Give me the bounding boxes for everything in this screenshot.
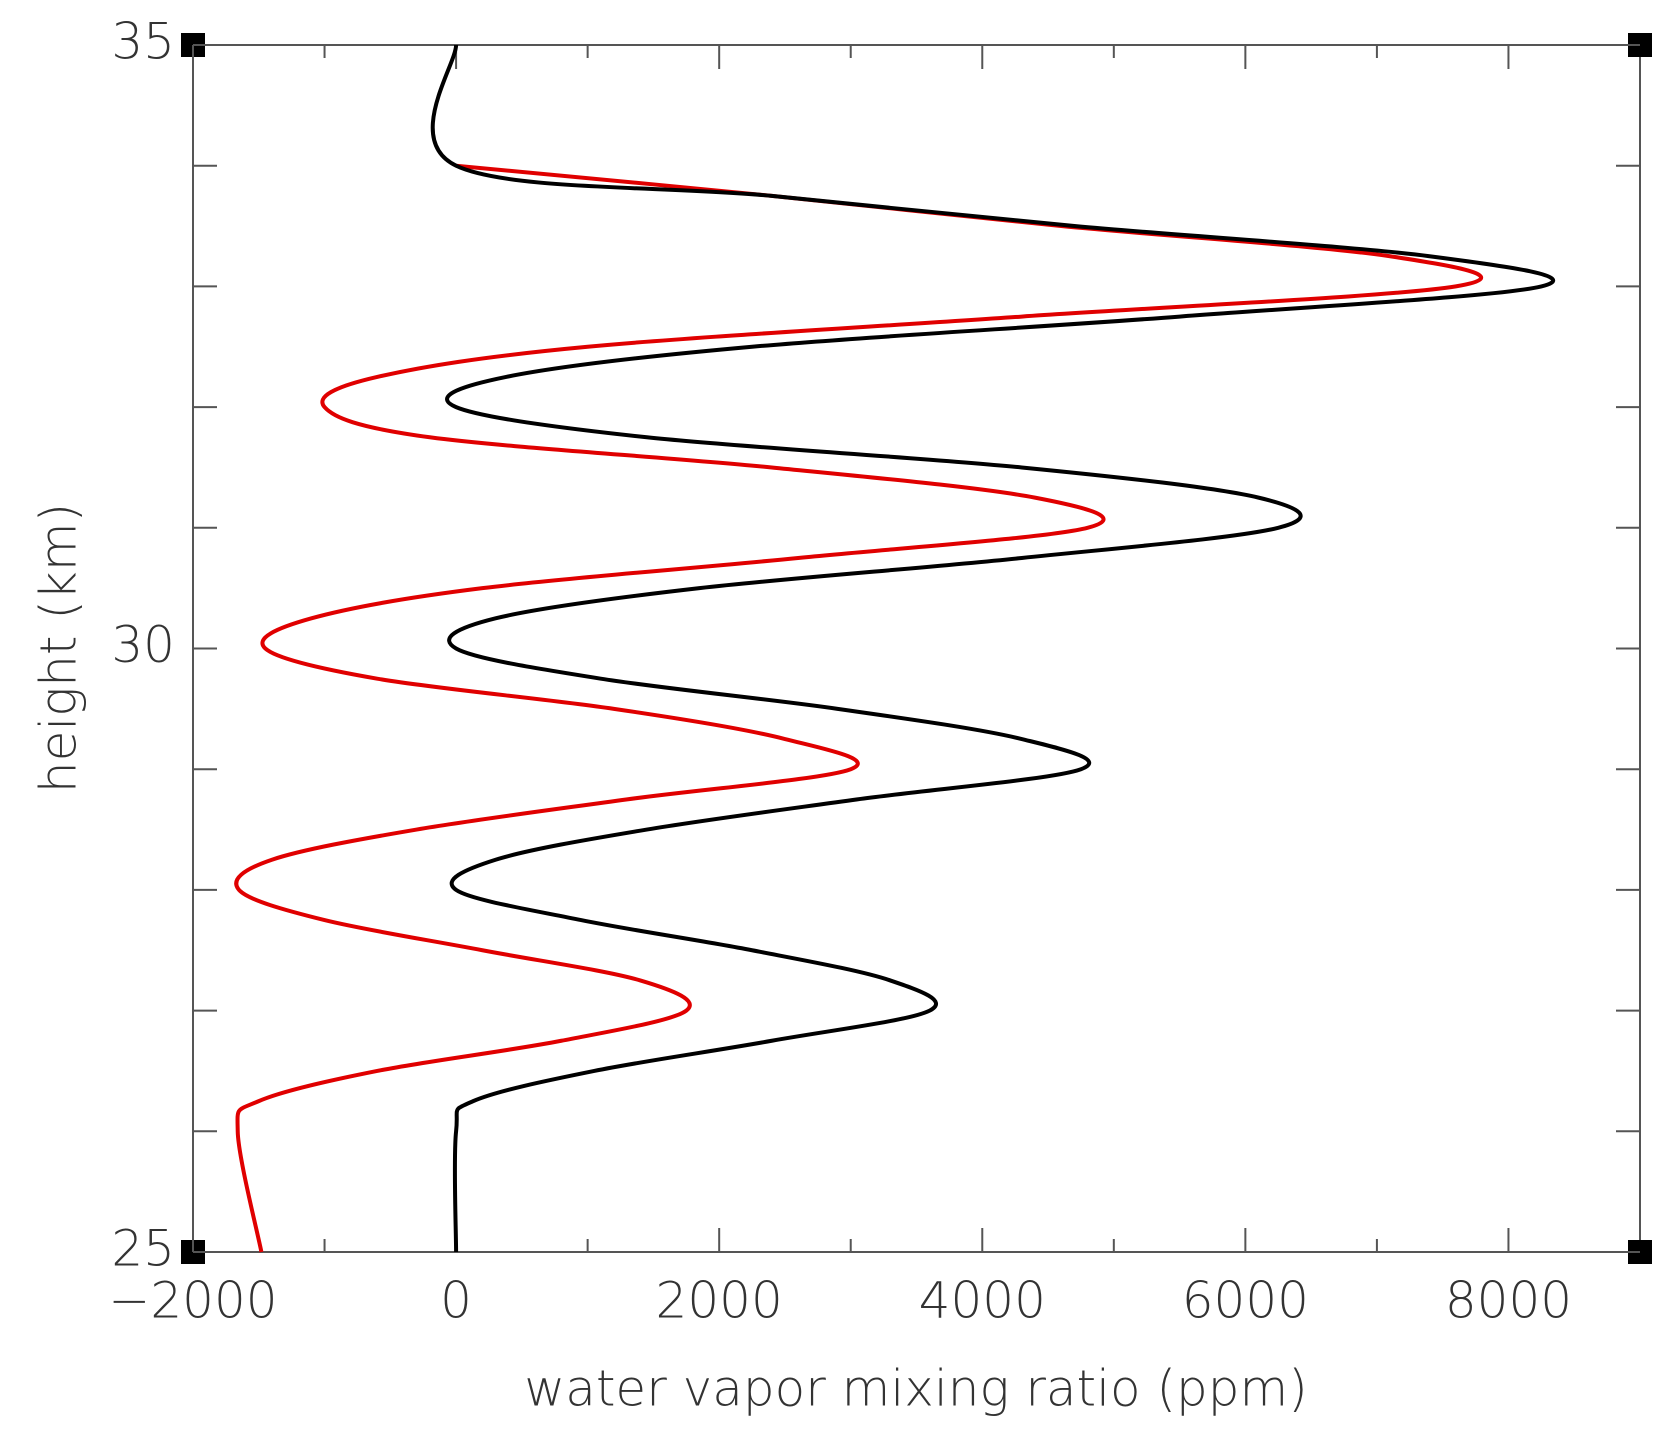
plot-frame — [192, 44, 1641, 1253]
x-axis-title: water vapor mixing ratio (ppm) — [524, 1360, 1307, 1418]
y-tick-label: 30 — [111, 616, 175, 674]
profile-line — [430, 44, 1556, 1253]
x-tick-label: 2000 — [656, 1272, 783, 1330]
x-tick-label: −2000 — [108, 1272, 277, 1330]
profile-line — [234, 163, 1484, 1253]
x-tick-label: 4000 — [919, 1272, 1046, 1330]
x-tick-label: 6000 — [1182, 1272, 1309, 1330]
y-axis-title: height (km) — [30, 503, 88, 793]
x-tick-label: 0 — [440, 1272, 472, 1330]
y-tick-label: 35 — [111, 13, 175, 71]
x-tick-label: 8000 — [1445, 1272, 1572, 1330]
y-tick-label: 25 — [111, 1220, 175, 1278]
